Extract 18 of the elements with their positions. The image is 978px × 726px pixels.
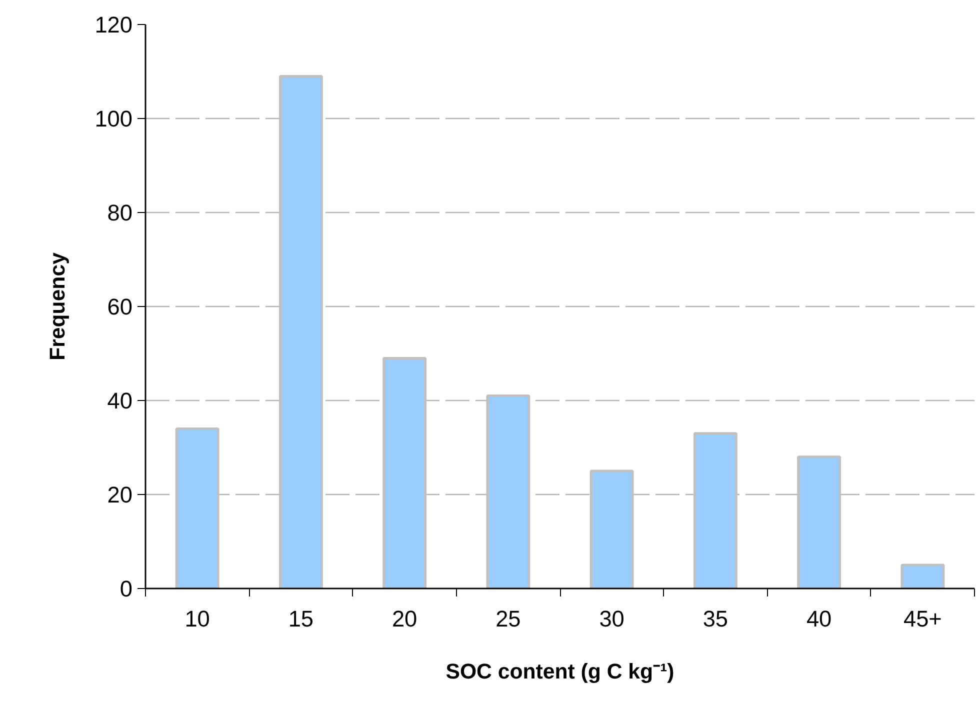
x-tick-label: 35	[702, 606, 728, 632]
x-tick-label: 15	[288, 606, 314, 632]
y-tick-label: 100	[94, 106, 133, 132]
bar	[900, 564, 945, 588]
y-tick-label: 40	[107, 388, 132, 414]
y-tick-label: 0	[120, 576, 133, 602]
x-tick-label: 45+	[903, 606, 942, 632]
y-axis-title: Frequency	[46, 252, 70, 360]
y-tick-label: 20	[107, 482, 132, 508]
x-tick-label: 20	[392, 606, 418, 632]
x-axis-title: SOC content (g C kg⁻¹)	[446, 660, 674, 684]
x-tick-label: 10	[184, 606, 210, 632]
x-tick-label: 40	[806, 606, 832, 632]
y-tick-label: 60	[107, 294, 132, 320]
y-tick-label: 80	[107, 200, 132, 226]
x-tick-label: 25	[496, 606, 521, 632]
y-tick-label: 120	[94, 12, 133, 38]
x-tick-label: 30	[599, 606, 624, 632]
